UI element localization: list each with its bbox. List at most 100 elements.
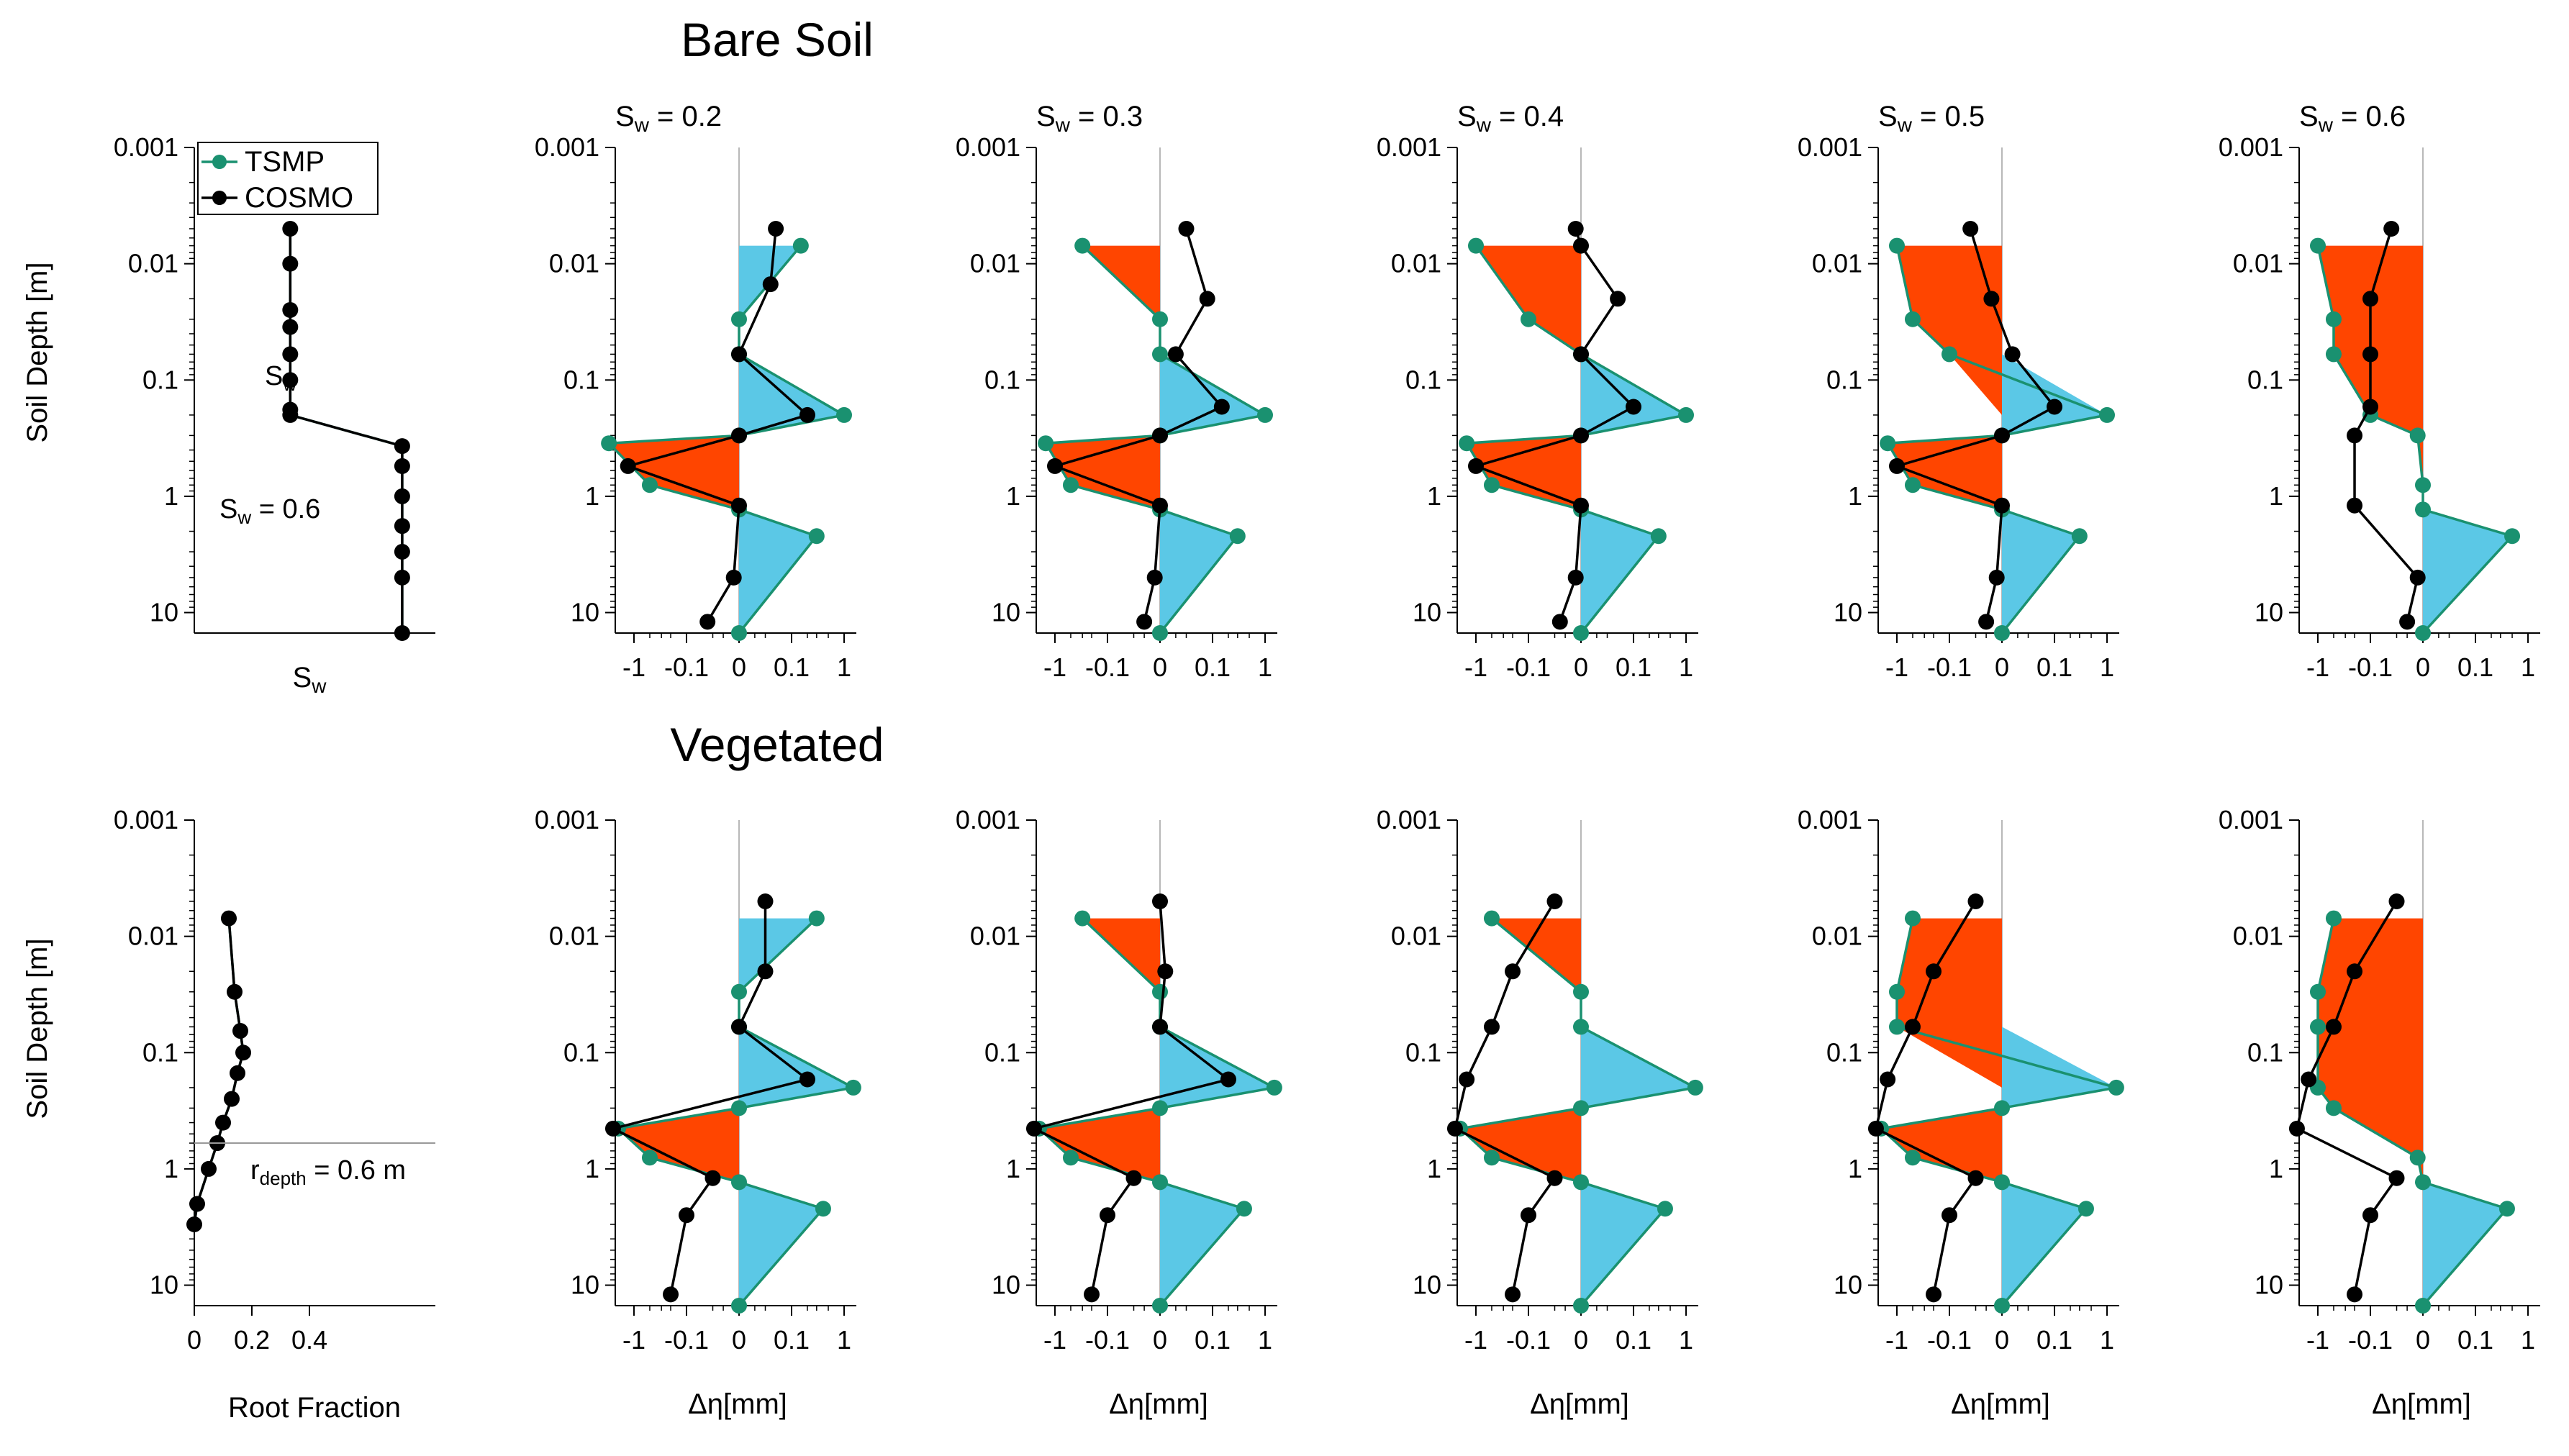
cosmo-point [394, 544, 410, 560]
cosmo-point [1521, 1207, 1536, 1224]
cosmo-point [1926, 1286, 1942, 1303]
annotation-sw-0-6: Sw = 0.6 [219, 494, 320, 528]
y-tick-label: 0.01 [1812, 249, 1862, 278]
panel-title-sub: w [634, 114, 650, 136]
legend-tsmp-marker [212, 155, 227, 169]
cosmo-point [227, 983, 243, 1000]
tsmp-point [1573, 983, 1589, 1000]
positive-fill-area [1160, 918, 1274, 1306]
y-tick-label: 1 [1848, 1154, 1862, 1183]
y-tick-label: 0.01 [2233, 922, 2283, 951]
positive-fill-area [2002, 918, 2116, 1306]
cosmo-point [2347, 497, 2363, 514]
cosmo-point [1904, 1019, 1921, 1035]
tsmp-point [2325, 1100, 2342, 1116]
y-tick-label: 1 [164, 1154, 178, 1183]
tsmp-point [1152, 1174, 1168, 1191]
tsmp-point [1483, 477, 1500, 493]
legend-cosmo-marker [212, 191, 227, 205]
y-tick-label: 0.01 [128, 249, 178, 278]
cosmo-point [282, 319, 299, 335]
tsmp-point [1573, 1100, 1589, 1116]
cosmo-point [1573, 237, 1589, 254]
cosmo-point [2362, 399, 2378, 415]
eta-panel-bare-4 [1880, 147, 2115, 641]
y-tick-label: 1 [1427, 1154, 1441, 1183]
x-tick-label: -0.1 [1506, 652, 1551, 682]
panel-title-2: Sw = 0.3 [1036, 101, 1143, 136]
cosmo-point [1125, 1170, 1142, 1186]
tsmp-point [1266, 1079, 1282, 1096]
x-tick-label: -0.1 [664, 1325, 709, 1355]
x-tick-label: -1 [1885, 652, 1908, 682]
cosmo-point [2288, 1120, 2305, 1137]
x-axis-vegetated-1: -1 -0.1 0 0.1 1 [615, 1305, 856, 1355]
y-tick-label: 10 [571, 1270, 599, 1300]
panel-title-4: Sw = 0.5 [1878, 101, 1985, 136]
cosmo-point [799, 1071, 815, 1088]
x-tick-label: 1 [1679, 1325, 1693, 1355]
positive-fill-area [739, 245, 844, 633]
tsmp-point [792, 237, 809, 254]
eta-panel-vegetated-5 [2288, 820, 2515, 1314]
tsmp-point [1573, 1174, 1589, 1191]
y-tick-label: 0.1 [1405, 365, 1441, 394]
annotation-rdepth-main: r [250, 1155, 260, 1186]
cosmo-point [2362, 291, 2378, 307]
tsmp-point [1468, 237, 1484, 254]
x-axis-vegetated-5: -1 -0.1 0 0.1 1 [2299, 1305, 2540, 1355]
y-tick-label: 10 [1834, 598, 1862, 627]
y-tick-label: 0.1 [1405, 1037, 1441, 1067]
eta-panel-vegetated-1 [604, 820, 861, 1314]
panel-title-sub: w [2318, 114, 2334, 136]
panel-title-main: S [1036, 101, 1056, 132]
tsmp-point [1152, 346, 1168, 363]
cosmo-point [221, 910, 237, 927]
y-tick-label: 10 [992, 1270, 1020, 1300]
y-tick-label: 0.001 [2219, 805, 2283, 834]
x-tick-label: -1 [1464, 1325, 1487, 1355]
x-tick-label: 1 [2100, 1325, 2114, 1355]
cosmo-point [1199, 291, 1215, 307]
y-axis-bare-5: 0.001 0.01 0.1 1 10 [2219, 132, 2300, 633]
x-tick-label: -0.1 [664, 652, 709, 682]
x-tick-label: -1 [2306, 1325, 2329, 1355]
tsmp-point [731, 311, 747, 327]
y-tick-label: 1 [585, 1154, 599, 1183]
x-tick-label: -1 [622, 1325, 645, 1355]
cosmo-point [620, 458, 636, 474]
cosmo-point [679, 1207, 694, 1224]
cosmo-point [1573, 427, 1589, 444]
annotation-rdepth: rdepth = 0.6 m [250, 1155, 406, 1189]
x-axis-vegetated-2: -1 -0.1 0 0.1 1 [1036, 1305, 1277, 1355]
cosmo-point [394, 438, 410, 455]
panel-title-sub: w [1476, 114, 1492, 136]
tsmp-point [845, 1079, 861, 1096]
y-axis-vegetated-3: 0.001 0.01 0.1 1 10 [1377, 805, 1458, 1306]
cosmo-point [1146, 569, 1163, 586]
panel-title-main: S [2299, 101, 2319, 132]
cosmo-point [2399, 614, 2416, 630]
cosmo-point [1889, 458, 1905, 474]
y-tick-label: 0.1 [142, 1037, 178, 1067]
x-axis-bare-5: -1 -0.1 0 0.1 1 [2299, 632, 2540, 682]
y-axis-vegetated-1: 0.001 0.01 0.1 1 10 [535, 805, 616, 1306]
cosmo-point [757, 963, 774, 980]
tsmp-point [2409, 1150, 2426, 1166]
x-tick-label: 0.1 [1616, 652, 1652, 682]
cosmo-point [1468, 458, 1484, 474]
cosmo-point [731, 497, 747, 514]
x-tick-label: -1 [1464, 652, 1487, 682]
x-tick-label: 0.1 [1195, 652, 1231, 682]
cosmo-point [2301, 1071, 2317, 1088]
y-axis-bare-1: 0.001 0.01 0.1 1 10 [535, 132, 616, 633]
x-axis-label-sw: Sw [293, 662, 327, 697]
y-tick-label: 1 [164, 481, 178, 511]
y-axis-bare-3: 0.001 0.01 0.1 1 10 [1377, 132, 1458, 633]
y-tick-label: 10 [571, 598, 599, 627]
x-tick-label: 0.1 [2036, 1325, 2072, 1355]
tsmp-point [1152, 1298, 1168, 1314]
x-axis-label-eta-5: Δη[mm] [2372, 1388, 2471, 1420]
